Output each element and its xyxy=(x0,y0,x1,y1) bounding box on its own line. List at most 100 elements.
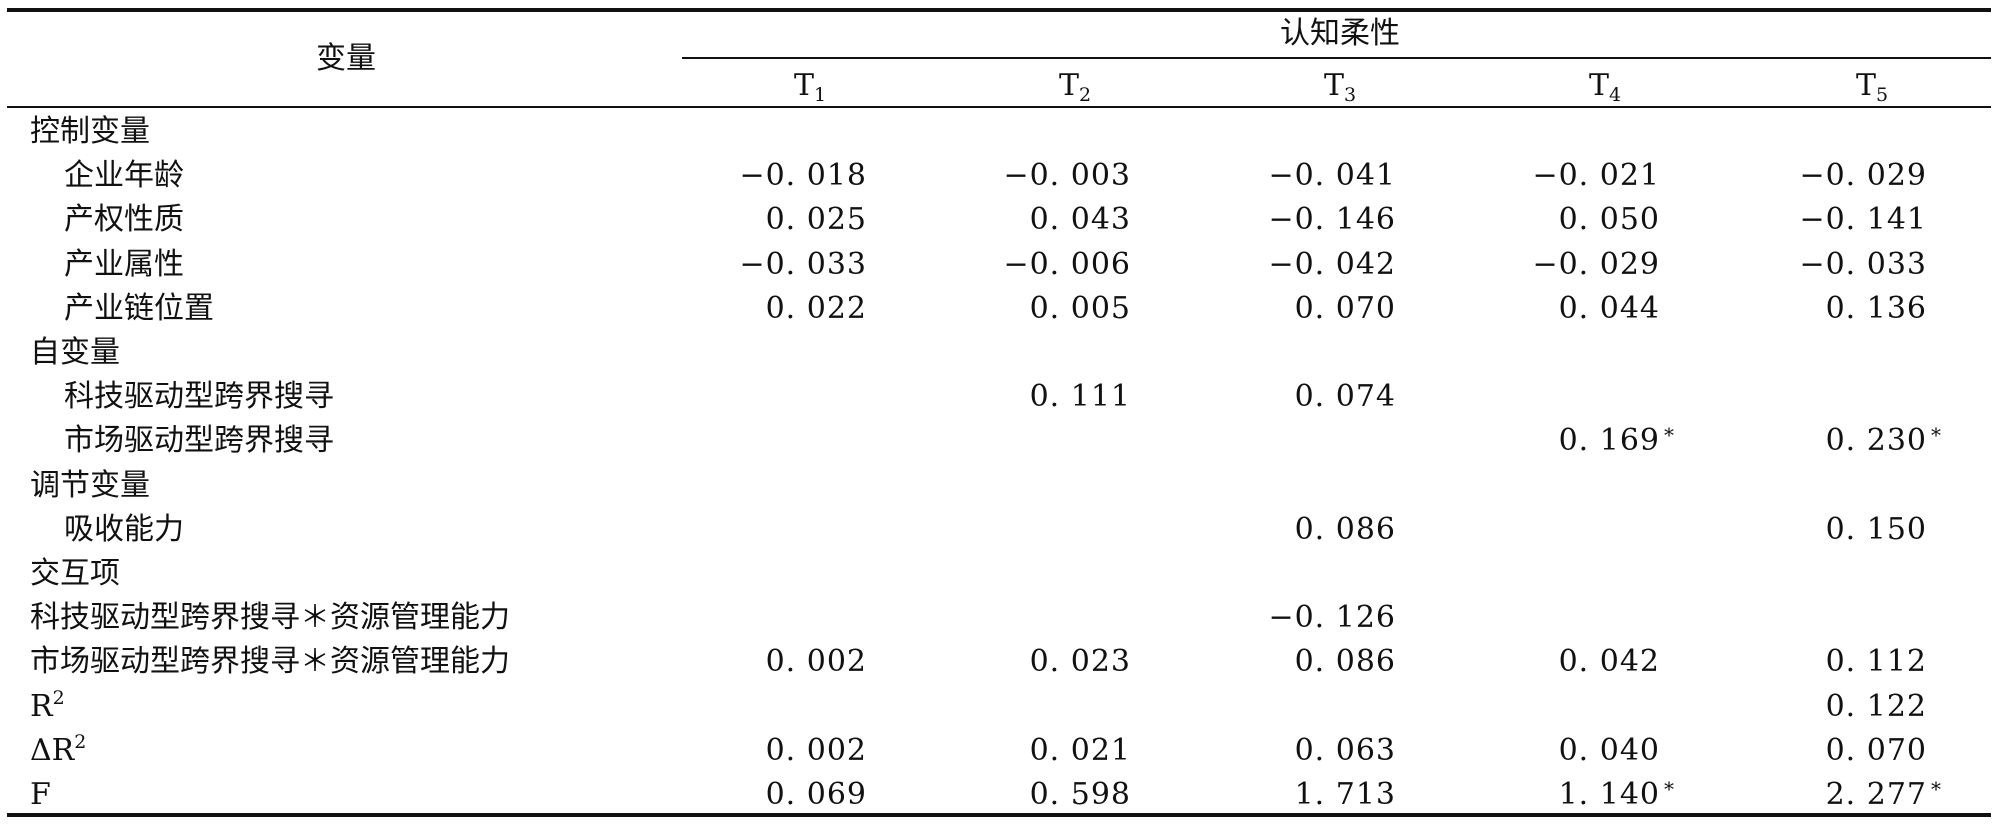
cell-value: 0. 021 xyxy=(1029,732,1131,768)
column-header-t3: T3 xyxy=(1260,64,1420,108)
column-header-base: T xyxy=(1323,68,1344,103)
row-label: 市场驱动型跨界搜寻 xyxy=(64,419,334,463)
row-label: 吸收能力 xyxy=(64,508,184,552)
table-cell: 0. 112 xyxy=(1727,640,1927,684)
table-cell: 0. 050 xyxy=(1460,198,1660,242)
cell-value: 0. 112 xyxy=(1825,644,1927,680)
cell-value: 0. 074 xyxy=(1294,379,1396,415)
cell-value: 0. 023 xyxy=(1029,644,1131,680)
table-cell: 0. 598 xyxy=(931,773,1131,817)
row-label: R2 xyxy=(30,685,65,729)
column-header-t2: T2 xyxy=(995,64,1155,108)
table-cell: 0. 169 * xyxy=(1460,419,1674,463)
row-label: 调节变量 xyxy=(30,464,150,508)
cell-value: −0. 021 xyxy=(1532,158,1660,194)
cell-value: −0. 033 xyxy=(739,246,867,282)
table-cell: 2. 277 * xyxy=(1727,773,1941,817)
row-label-text: 市场驱动型跨界搜寻 xyxy=(64,423,334,459)
header-cognitive-flexibility: 认知柔性 xyxy=(1280,16,1400,51)
cell-value: 0. 040 xyxy=(1558,732,1660,768)
table-cell: −0. 018 xyxy=(667,154,867,198)
row-label: 交互项 xyxy=(30,552,120,596)
table-cell: −0. 126 xyxy=(1196,596,1396,640)
row-label: 产业属性 xyxy=(64,243,184,287)
cell-value: 0. 022 xyxy=(765,290,867,326)
cell-value: 0. 050 xyxy=(1558,202,1660,238)
column-header-subscript: 2 xyxy=(1078,84,1092,106)
table-cell: 0. 070 xyxy=(1727,729,1927,773)
cell-value: −0. 041 xyxy=(1268,158,1396,194)
header-variable: 变量 xyxy=(316,41,376,76)
cell-value: 0. 230 xyxy=(1825,423,1927,459)
row-label: 产业链位置 xyxy=(64,287,214,331)
row-label-text: 产业链位置 xyxy=(64,290,214,326)
cell-value: 1. 713 xyxy=(1294,777,1396,812)
table-cell: −0. 042 xyxy=(1196,243,1396,287)
cell-value: 0. 005 xyxy=(1029,290,1131,326)
cell-value: −0. 003 xyxy=(1003,158,1131,194)
cell-value: 0. 169 xyxy=(1558,423,1660,459)
cell-value: 0. 150 xyxy=(1825,511,1927,547)
row-label-text: 交互项 xyxy=(30,556,120,591)
cell-value: 0. 042 xyxy=(1558,644,1660,680)
row-label: 企业年龄 xyxy=(64,154,184,198)
column-header-base: T xyxy=(1855,68,1876,103)
table-cell: 0. 150 xyxy=(1727,508,1927,552)
table-cell: 0. 122 xyxy=(1727,685,1927,729)
table-cell: −0. 146 xyxy=(1196,198,1396,242)
row-label-superscript: 2 xyxy=(74,730,87,753)
table-cell: 1. 713 xyxy=(1196,773,1396,817)
row-label-text: 企业年龄 xyxy=(64,158,184,194)
table-cell: 0. 025 xyxy=(667,198,867,242)
cell-value: 0. 122 xyxy=(1825,688,1927,724)
row-label: 产权性质 xyxy=(64,198,184,242)
table-cell: 0. 063 xyxy=(1196,729,1396,773)
cell-value: −0. 029 xyxy=(1799,158,1927,194)
column-header-base: T xyxy=(793,68,814,103)
table-cell: 0. 043 xyxy=(931,198,1131,242)
header-group-rule xyxy=(682,57,1991,59)
cell-value: −0. 018 xyxy=(739,158,867,194)
cell-value: 0. 002 xyxy=(765,644,867,680)
cell-value: 1. 140 xyxy=(1558,777,1660,812)
cell-value: −0. 029 xyxy=(1532,246,1660,282)
table-cell: 0. 074 xyxy=(1196,375,1396,419)
row-label-text: 控制变量 xyxy=(30,114,150,149)
cell-value: 0. 070 xyxy=(1294,290,1396,326)
cell-value: 2. 277 xyxy=(1825,777,1927,812)
table-cell: −0. 033 xyxy=(1727,243,1927,287)
cell-value: 0. 136 xyxy=(1825,290,1927,326)
significance-star: * xyxy=(1931,423,1942,448)
row-label: 科技驱动型跨界搜寻 xyxy=(64,375,334,419)
table-cell: 0. 136 xyxy=(1727,287,1927,331)
column-header-t5: T5 xyxy=(1792,64,1952,108)
row-label-text: 自变量 xyxy=(30,335,120,370)
table-cell: 0. 022 xyxy=(667,287,867,331)
cell-value: 0. 086 xyxy=(1294,511,1396,547)
cell-value: −0. 033 xyxy=(1799,246,1927,282)
row-label-text: R xyxy=(30,688,53,724)
table-cell: 0. 002 xyxy=(667,640,867,684)
row-label-text: 市场驱动型跨界搜寻＊资源管理能力 xyxy=(30,644,510,680)
cell-value: 0. 063 xyxy=(1294,732,1396,768)
row-label-text: 科技驱动型跨界搜寻 xyxy=(64,379,334,415)
table-cell: −0. 029 xyxy=(1727,154,1927,198)
table-cell: 0. 069 xyxy=(667,773,867,817)
cell-value: −0. 126 xyxy=(1268,600,1396,636)
table-cell: −0. 006 xyxy=(931,243,1131,287)
table-bottom-rule xyxy=(7,813,1991,817)
column-header-base: T xyxy=(1588,68,1609,103)
row-label: ΔR2 xyxy=(30,729,86,773)
row-label-text: 吸收能力 xyxy=(64,511,184,547)
row-label: 控制变量 xyxy=(30,110,150,154)
table-cell: 0. 023 xyxy=(931,640,1131,684)
row-label-text: ΔR xyxy=(30,732,75,768)
column-header-t1: T1 xyxy=(730,64,890,108)
row-label-text: 调节变量 xyxy=(30,467,150,503)
table-top-rule xyxy=(7,8,1991,12)
table-cell: 0. 070 xyxy=(1196,287,1396,331)
header-bottom-rule xyxy=(7,106,1991,108)
significance-star: * xyxy=(1664,423,1675,448)
column-header-base: T xyxy=(1058,68,1079,103)
